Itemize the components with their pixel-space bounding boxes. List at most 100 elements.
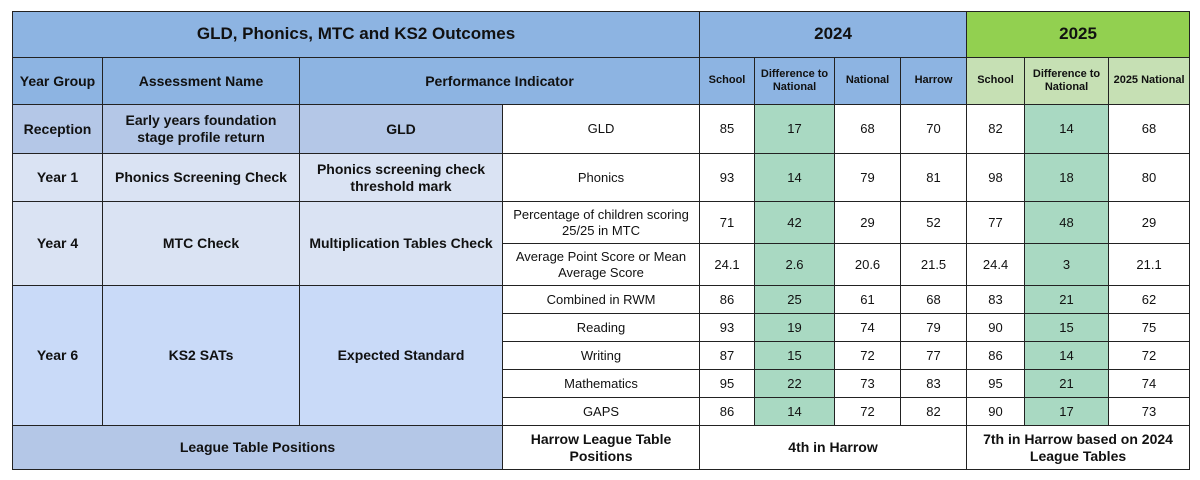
cell-difference-2024: 2.6: [754, 243, 836, 286]
outcomes-table: GLD, Phonics, MTC and KS2 Outcomes 2024 …: [11, 11, 1191, 470]
cell-school-2024: 86: [699, 285, 756, 314]
indicator-reception: GLD: [299, 104, 503, 154]
cell-national-2025: 75: [1108, 313, 1191, 342]
cell-difference-2024: 19: [754, 313, 836, 342]
year-group-year6: Year 6: [12, 285, 103, 426]
measure-year6-reading: Reading: [501, 313, 701, 342]
header-performance-indicator: Performance Indicator: [298, 57, 701, 105]
cell-national-2024: 20.6: [834, 243, 902, 286]
table-row-year6-mathematics: Mathematics 95 22 73 83 95 21 74: [13, 369, 1191, 398]
indicator-year6: Expected Standard: [299, 285, 503, 426]
table-title: GLD, Phonics, MTC and KS2 Outcomes: [11, 11, 701, 58]
cell-school-2024: 24.1: [699, 243, 756, 286]
header-assessment-name: Assessment Name: [102, 57, 300, 105]
cell-difference-2025: 21: [1024, 285, 1110, 314]
indicator-year1: Phonics screening check threshold mark: [299, 153, 503, 202]
league-measure: Harrow League Table Positions: [501, 425, 701, 470]
cell-school-2025: 98: [966, 153, 1026, 202]
measure-year6-writing: Writing: [501, 341, 701, 370]
cell-school-2024: 95: [699, 369, 756, 398]
cell-school-2024: 85: [699, 104, 756, 154]
measure-year6-combined: Combined in RWM: [501, 285, 701, 314]
measure-year6-mathematics: Mathematics: [501, 369, 701, 398]
cell-national-2025: 62: [1108, 285, 1191, 314]
table-row-league: League Table Positions Harrow League Tab…: [12, 425, 1191, 470]
cell-harrow-2024: 70: [900, 104, 968, 154]
table-row-year6-gaps: GAPS 86 14 72 82 90 17 73: [13, 397, 1191, 426]
table-row-year4-mtc-full: Year 4 MTC Check Multiplication Tables C…: [12, 201, 1191, 286]
cell-school-2024: 86: [699, 397, 756, 426]
cell-difference-2025: 48: [1024, 201, 1110, 244]
table-row-reception: Reception Early years foundation stage p…: [12, 104, 1191, 154]
cell-school-2025: 77: [966, 201, 1026, 244]
cell-difference-2025: 3: [1024, 243, 1110, 286]
table-row-year6-reading: Reading 93 19 74 79 90 15 75: [13, 313, 1191, 342]
cell-harrow-2024: 82: [900, 397, 968, 426]
year-2024-header: 2024: [699, 11, 968, 58]
cell-difference-2024: 22: [754, 369, 836, 398]
cell-harrow-2024: 21.5: [900, 243, 968, 286]
cell-school-2025: 24.4: [966, 243, 1026, 286]
cell-harrow-2024: 81: [900, 153, 968, 202]
cell-national-2024: 74: [834, 313, 902, 342]
assessment-reception: Early years foundation stage profile ret…: [102, 104, 300, 154]
cell-national-2024: 73: [834, 369, 902, 398]
cell-national-2024: 72: [834, 397, 902, 426]
measure-year4-full-marks: Percentage of children scoring 25/25 in …: [501, 201, 701, 244]
table-row-year6-combined: Year 6 KS2 SATs Expected Standard Combin…: [12, 285, 1191, 426]
outcomes-table-wrapper: GLD, Phonics, MTC and KS2 Outcomes 2024 …: [11, 11, 1191, 470]
cell-national-2024: 29: [834, 201, 902, 244]
measure-year1: Phonics: [501, 153, 701, 202]
cell-harrow-2024: 68: [900, 285, 968, 314]
league-position-2024: 4th in Harrow: [699, 425, 968, 470]
header-national-2024: National: [834, 57, 902, 105]
cell-national-2025: 80: [1108, 153, 1191, 202]
cell-harrow-2024: 83: [900, 369, 968, 398]
cell-harrow-2024: 77: [900, 341, 968, 370]
header-difference-2025: Difference to National: [1024, 57, 1110, 105]
header-national-2025: 2025 National: [1108, 57, 1191, 105]
header-harrow-2024: Harrow: [900, 57, 968, 105]
cell-national-2025: 68: [1108, 104, 1191, 154]
year-group-year4: Year 4: [12, 201, 103, 286]
header-difference-2024: Difference to National: [754, 57, 836, 105]
year-group-year1: Year 1: [12, 153, 103, 202]
cell-difference-2025: 15: [1024, 313, 1110, 342]
cell-school-2025: 83: [966, 285, 1026, 314]
cell-national-2024: 79: [834, 153, 902, 202]
cell-school-2025: 95: [966, 369, 1026, 398]
cell-harrow-2024: 52: [900, 201, 968, 244]
cell-school-2024: 93: [699, 153, 756, 202]
cell-difference-2025: 18: [1024, 153, 1110, 202]
measure-year6-gaps: GAPS: [501, 397, 701, 426]
cell-difference-2024: 14: [754, 153, 836, 202]
league-position-2025: 7th in Harrow based on 2024 League Table…: [966, 425, 1191, 470]
cell-harrow-2024: 79: [900, 313, 968, 342]
cell-school-2024: 87: [699, 341, 756, 370]
cell-school-2025: 90: [966, 313, 1026, 342]
cell-school-2024: 93: [699, 313, 756, 342]
indicator-year4: Multiplication Tables Check: [299, 201, 503, 286]
measure-reception: GLD: [501, 104, 701, 154]
league-table-label: League Table Positions: [12, 425, 503, 470]
cell-difference-2024: 25: [754, 285, 836, 314]
cell-national-2025: 74: [1108, 369, 1191, 398]
cell-national-2025: 21.1: [1108, 243, 1191, 286]
header-school-2024: School: [699, 57, 756, 105]
cell-difference-2025: 14: [1024, 341, 1110, 370]
title-row: GLD, Phonics, MTC and KS2 Outcomes 2024 …: [11, 11, 1191, 58]
cell-national-2025: 73: [1108, 397, 1191, 426]
cell-national-2025: 29: [1108, 201, 1191, 244]
cell-difference-2025: 14: [1024, 104, 1110, 154]
cell-difference-2024: 14: [754, 397, 836, 426]
assessment-year4: MTC Check: [102, 201, 300, 286]
cell-school-2025: 86: [966, 341, 1026, 370]
assessment-year6: KS2 SATs: [102, 285, 300, 426]
cell-school-2024: 71: [699, 201, 756, 244]
cell-national-2024: 68: [834, 104, 902, 154]
year-2025-header: 2025: [966, 11, 1191, 58]
table-row-year1: Year 1 Phonics Screening Check Phonics s…: [12, 153, 1191, 202]
cell-national-2025: 72: [1108, 341, 1191, 370]
cell-school-2025: 90: [966, 397, 1026, 426]
column-header-row: Year Group Assessment Name Performance I…: [12, 57, 1191, 105]
